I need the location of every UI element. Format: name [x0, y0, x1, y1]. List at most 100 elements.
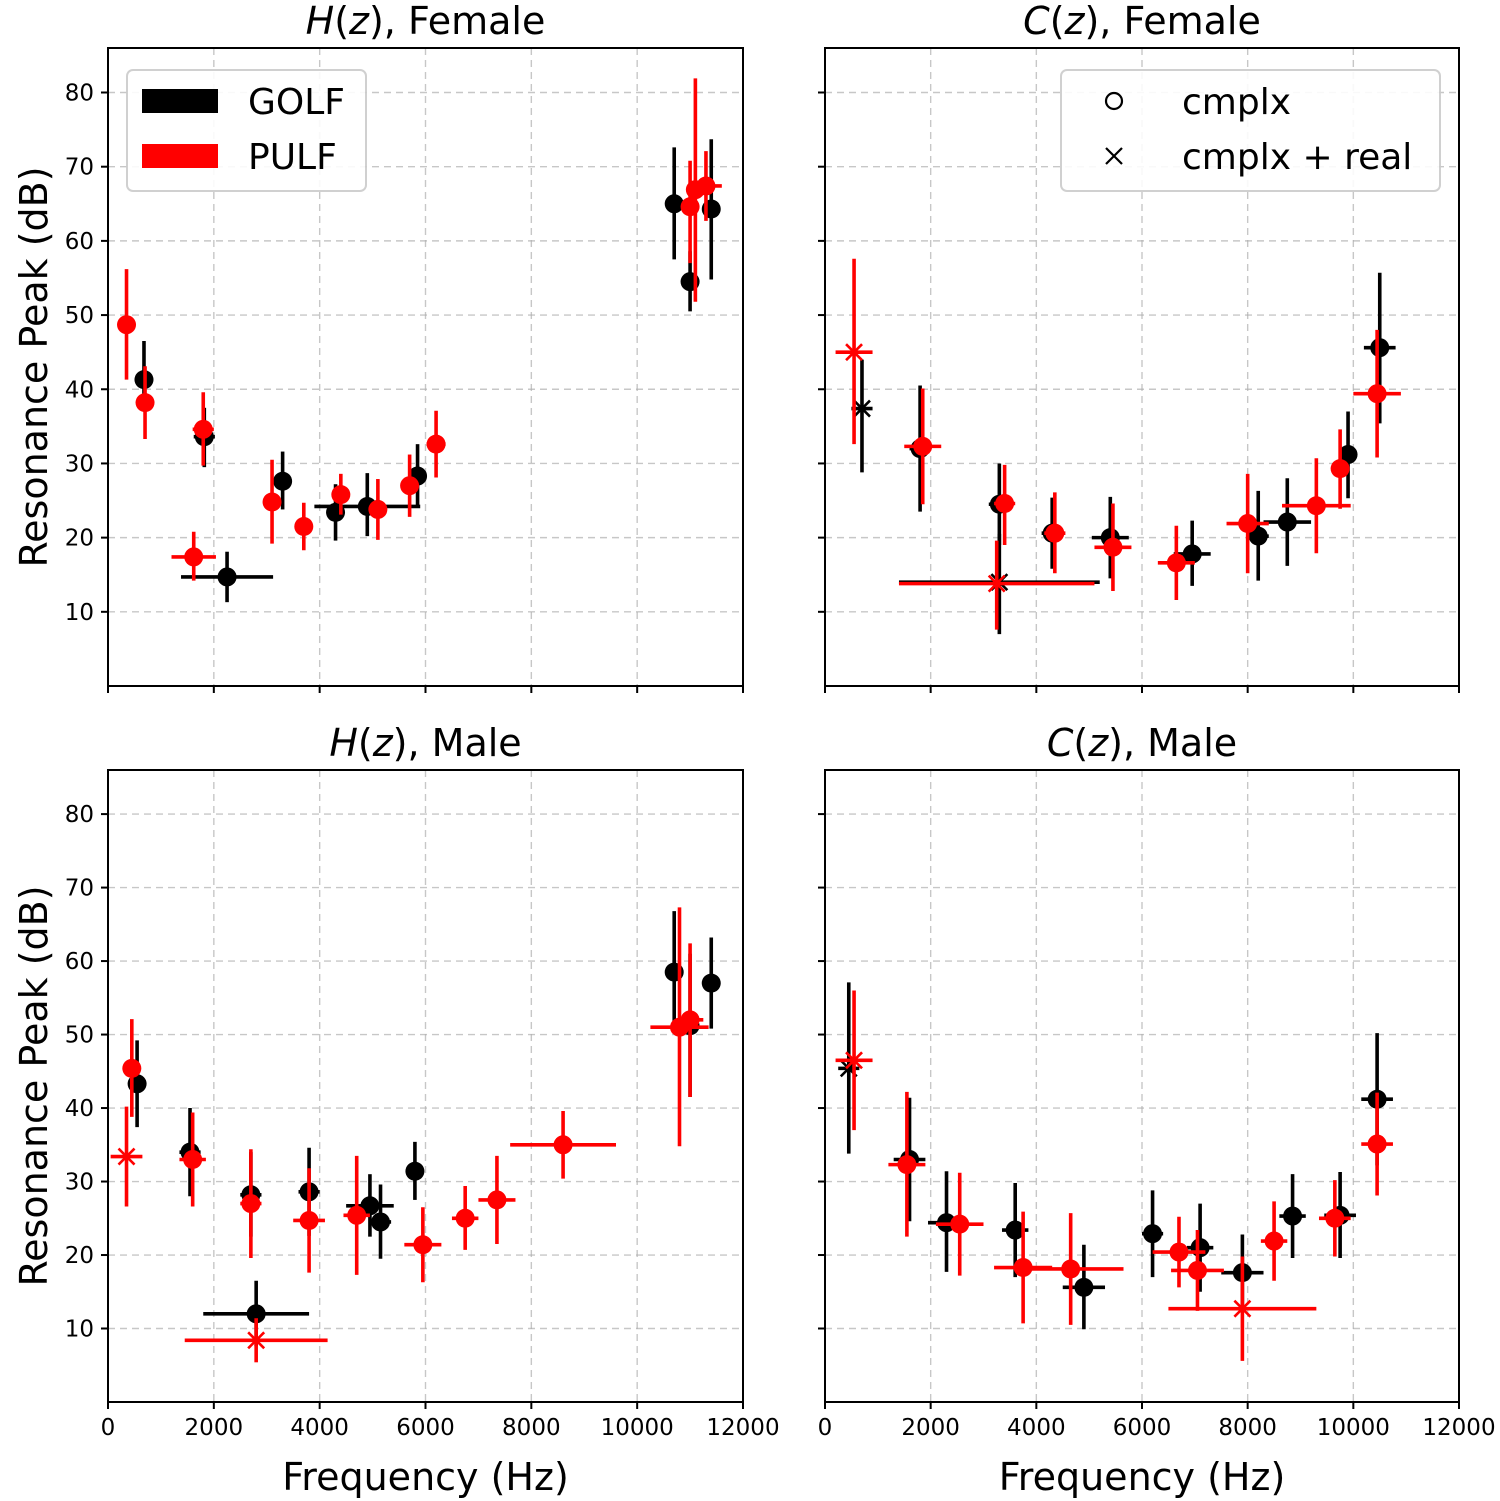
data-point: [1173, 520, 1211, 586]
data-point: [273, 451, 293, 510]
circle-marker: [217, 567, 237, 587]
circle-marker: [1330, 459, 1350, 479]
data-point: [343, 1155, 370, 1275]
data-point: [171, 531, 216, 581]
circle-marker: [455, 1208, 475, 1228]
data-point: [110, 1106, 143, 1207]
panel-title: C(z), Male: [1047, 721, 1237, 765]
x-tick-label: 10000: [1317, 1415, 1390, 1441]
circle-marker: [273, 471, 293, 491]
data-point: [1338, 411, 1358, 499]
circle-marker: [913, 436, 933, 456]
data-point: [1263, 478, 1312, 566]
data-point: [1017, 1213, 1124, 1325]
panel-c-female: C(z), Female: [818, 0, 1460, 693]
y-tick-label: 70: [65, 155, 94, 181]
circle-marker: [1277, 512, 1297, 532]
data-point: [1330, 429, 1350, 509]
circle-marker: [1238, 514, 1258, 534]
data-point: [405, 1141, 425, 1200]
circle-marker: [122, 1058, 142, 1078]
series-pulf: [835, 258, 1401, 630]
circle-marker: [405, 1161, 425, 1181]
data-point: [192, 392, 214, 466]
data-point: [701, 937, 721, 1029]
y-tick-label: 60: [65, 949, 94, 975]
circle-marker: [1045, 523, 1065, 543]
x-marker: [845, 1051, 863, 1070]
data-point: [1094, 503, 1132, 592]
circle-marker: [241, 1194, 261, 1214]
circle-marker: [294, 517, 314, 536]
x-tick-label: 0: [818, 1415, 833, 1441]
circle-marker: [1061, 1259, 1081, 1279]
data-point: [369, 1184, 392, 1259]
series-legend: GOLF PULF: [126, 69, 367, 192]
circle-marker: [360, 1196, 380, 1216]
x-marker: [1233, 1299, 1252, 1318]
data-point: [898, 540, 1095, 630]
y-tick-label: 50: [65, 1023, 94, 1049]
data-point: [1171, 1230, 1224, 1311]
x-marker: [987, 574, 1006, 593]
x-marker: [117, 1147, 136, 1166]
data-point: [1353, 329, 1401, 458]
marker-legend: cmplx cmplx + real: [1060, 69, 1441, 192]
y-tick-label: 40: [65, 1096, 94, 1122]
data-point: [426, 410, 446, 478]
circle-marker: [1367, 384, 1387, 404]
x-tick-label: 10000: [601, 1415, 674, 1441]
panel-title: H(z), Female: [306, 0, 546, 43]
panel-title: H(z), Male: [329, 721, 521, 765]
data-point: [184, 1318, 328, 1363]
data-point: [1044, 492, 1066, 574]
circle-marker: [1370, 338, 1390, 358]
y-tick-label: 70: [65, 876, 94, 902]
y-tick-label: 60: [65, 229, 94, 255]
circle-marker: [246, 1304, 266, 1324]
legend-label-cmplx-real: cmplx + real: [1182, 137, 1412, 178]
data-point: [1157, 525, 1195, 600]
data-point: [331, 473, 351, 515]
x-marker: [247, 1331, 266, 1350]
data-point: [122, 1019, 142, 1117]
panel-h-female: 10 20 30 40 50 60 70 80 H(z), Female Resonance Pe…: [12, 0, 744, 693]
data-point: [293, 1168, 325, 1273]
data-point: [835, 258, 873, 445]
circle-marker: [664, 194, 684, 214]
circle-marker: [1169, 1242, 1189, 1262]
data-point: [135, 366, 155, 439]
circle-marker: [183, 1149, 203, 1169]
x-marker-icon: [1105, 147, 1123, 165]
data-point: [1247, 490, 1269, 581]
x-tick-label: 6000: [1113, 1415, 1172, 1441]
data-point: [1142, 1190, 1164, 1278]
data-point: [262, 459, 282, 544]
y-tick-label: 30: [65, 1170, 94, 1196]
data-point: [294, 502, 314, 551]
circle-marker: [117, 315, 137, 335]
legend-swatch-pulf: [142, 144, 218, 168]
x-tick-label: 2000: [185, 1415, 244, 1441]
circle-marker: [1367, 1134, 1387, 1154]
x-tick-label: 0: [101, 1415, 116, 1441]
data-point: [404, 1207, 442, 1283]
x-marker: [845, 343, 863, 362]
x-axis-title: Frequency (Hz): [282, 1455, 569, 1499]
panel-title: C(z), Female: [1023, 0, 1261, 43]
circle-marker: [950, 1214, 970, 1234]
data-point: [1226, 473, 1269, 574]
data-point: [179, 1112, 206, 1207]
data-point: [1168, 1256, 1317, 1361]
y-tick-label: 40: [65, 377, 94, 403]
data-point: [451, 1185, 479, 1250]
data-point: [368, 479, 388, 540]
circle-marker: [299, 1210, 319, 1230]
circle-marker: [400, 476, 420, 496]
data-point: [117, 269, 137, 380]
data-point: [1091, 496, 1129, 579]
x-tick-label: 6000: [396, 1415, 455, 1441]
panel-h-male: 0 2000 4000 6000 8000 10000 12000 10 20 30 40 50 60 7…: [12, 721, 780, 1499]
x-marker: [853, 399, 871, 418]
marker-legend-frame: [1060, 69, 1441, 192]
